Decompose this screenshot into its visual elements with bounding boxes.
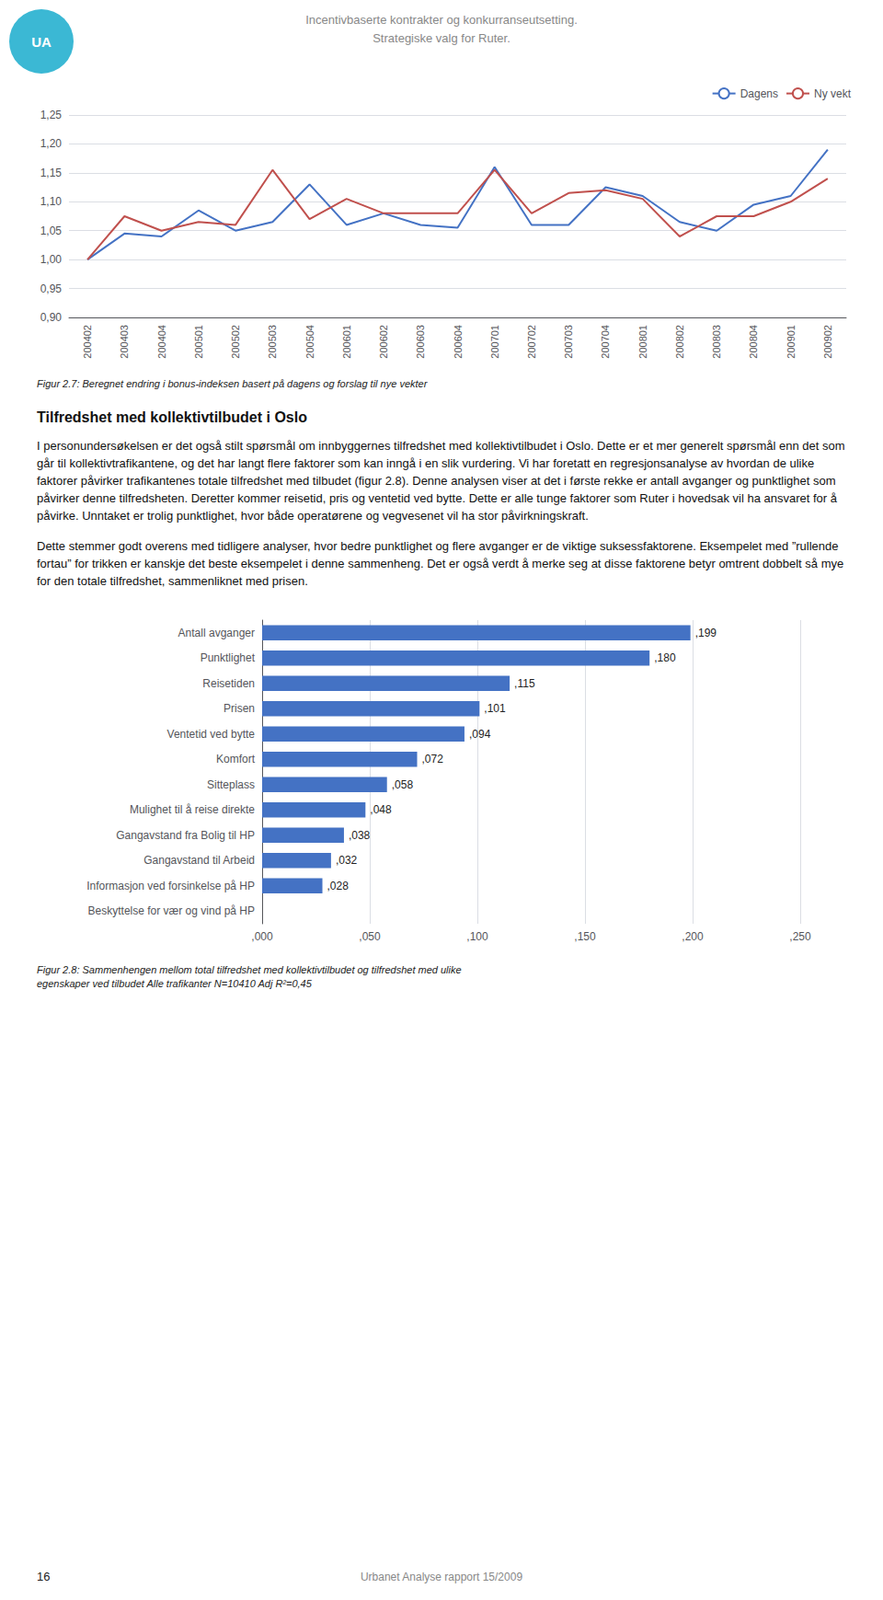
svg-text:,199: ,199 <box>695 626 718 640</box>
svg-text:200504: 200504 <box>304 324 316 359</box>
svg-text:200402: 200402 <box>81 324 93 359</box>
svg-text:200501: 200501 <box>193 324 205 359</box>
svg-text:1,00: 1,00 <box>40 252 63 266</box>
svg-text:Komfort: Komfort <box>216 752 256 766</box>
svg-text:Gangavstand fra Bolig til HP: Gangavstand fra Bolig til HP <box>115 828 255 842</box>
svg-text:1,10: 1,10 <box>40 194 63 208</box>
svg-text:200602: 200602 <box>378 324 390 359</box>
svg-text:200604: 200604 <box>452 324 464 359</box>
svg-text:Ventetid ved bytte: Ventetid ved bytte <box>167 727 256 741</box>
svg-text:1,20: 1,20 <box>40 137 63 150</box>
svg-text:200702: 200702 <box>526 324 538 359</box>
svg-text:1,05: 1,05 <box>40 224 63 238</box>
svg-text:200704: 200704 <box>599 324 611 359</box>
svg-text:200902: 200902 <box>822 324 834 359</box>
svg-text:,101: ,101 <box>483 701 506 715</box>
svg-text:0,90: 0,90 <box>40 310 63 324</box>
svg-text:,072: ,072 <box>421 752 444 766</box>
svg-text:0,95: 0,95 <box>40 282 63 296</box>
svg-text:Punktlighet: Punktlighet <box>200 651 256 665</box>
svg-text:200804: 200804 <box>747 324 759 359</box>
svg-text:Prisen: Prisen <box>223 701 255 715</box>
html-text:I personundersøkelsen er det o: I personundersøkelsen er det også stilt … <box>36 438 845 523</box>
svg-text:200802: 200802 <box>674 324 686 359</box>
html-text:Incentivbaserte kontrakter og: Incentivbaserte kontrakter og konkurrans… <box>305 12 578 27</box>
svg-text:200502: 200502 <box>229 324 241 359</box>
html-text:Tilfredshet med kollektivtilbu: Tilfredshet med kollektivtilbudet i Oslo <box>36 409 308 425</box>
svg-text:,250: ,250 <box>789 929 812 943</box>
html-text:Figur 2.8: Sammenhengen mellom: Figur 2.8: Sammenhengen mellom total til… <box>36 963 462 975</box>
svg-text:200404: 200404 <box>156 324 168 359</box>
html-text:UA: UA <box>31 33 52 50</box>
svg-text:,058: ,058 <box>391 778 414 792</box>
svg-text:200701: 200701 <box>489 324 501 359</box>
svg-text:Gangavstand til Arbeid: Gangavstand til Arbeid <box>143 853 255 867</box>
svg-text:,050: ,050 <box>358 929 381 943</box>
svg-text:200703: 200703 <box>562 324 574 359</box>
svg-text:Mulighet til å reise direkte: Mulighet til å reise direkte <box>129 802 255 816</box>
svg-text:200503: 200503 <box>266 324 278 359</box>
svg-text:,038: ,038 <box>348 828 371 842</box>
svg-text:Antall avganger: Antall avganger <box>178 626 255 640</box>
svg-text:200601: 200601 <box>341 324 353 359</box>
svg-text:,000: ,000 <box>251 929 274 943</box>
svg-text:Reisetiden: Reisetiden <box>202 676 255 690</box>
svg-text:Beskyttelse for vær og vind på: Beskyttelse for vær og vind på HP <box>88 904 255 918</box>
html-text:Urbanet Analyse rapport 15/200: Urbanet Analyse rapport 15/2009 <box>360 1570 523 1583</box>
svg-text:Sitteplass: Sitteplass <box>206 778 255 792</box>
svg-text:200803: 200803 <box>710 324 723 359</box>
svg-text:,180: ,180 <box>653 651 677 665</box>
html-text:Strategiske valg for Ruter.: Strategiske valg for Ruter. <box>372 31 511 46</box>
svg-text:,150: ,150 <box>573 929 597 943</box>
svg-text:,200: ,200 <box>681 929 704 943</box>
html-text:egenskaper ved tilbudet Alle t: egenskaper ved tilbudet Alle trafikanter… <box>36 977 312 989</box>
html-text:Figur 2.7: Beregnet endring i: Figur 2.7: Beregnet endring i bonus-inde… <box>36 378 428 390</box>
svg-text:1,15: 1,15 <box>40 166 63 180</box>
svg-text:200603: 200603 <box>414 324 426 359</box>
svg-text:,028: ,028 <box>327 879 350 893</box>
svg-text:200901: 200901 <box>785 324 797 359</box>
svg-text:Informasjon ved forsinkelse på: Informasjon ved forsinkelse på HP <box>86 879 255 893</box>
html-text:16: 16 <box>36 1569 51 1583</box>
svg-text:Ny vekt: Ny vekt <box>814 87 852 101</box>
svg-text:,100: ,100 <box>466 929 489 943</box>
svg-text:1,25: 1,25 <box>40 108 63 122</box>
svg-text:,032: ,032 <box>335 853 358 867</box>
svg-text:200403: 200403 <box>118 324 130 359</box>
svg-text:200801: 200801 <box>637 324 649 359</box>
svg-text:Dagens: Dagens <box>740 87 779 101</box>
svg-text:,048: ,048 <box>369 802 392 816</box>
svg-text:,094: ,094 <box>469 727 492 741</box>
html-text:Dette stemmer godt overens med: Dette stemmer godt overens med tidligere… <box>36 538 844 588</box>
svg-text:,115: ,115 <box>514 676 536 690</box>
